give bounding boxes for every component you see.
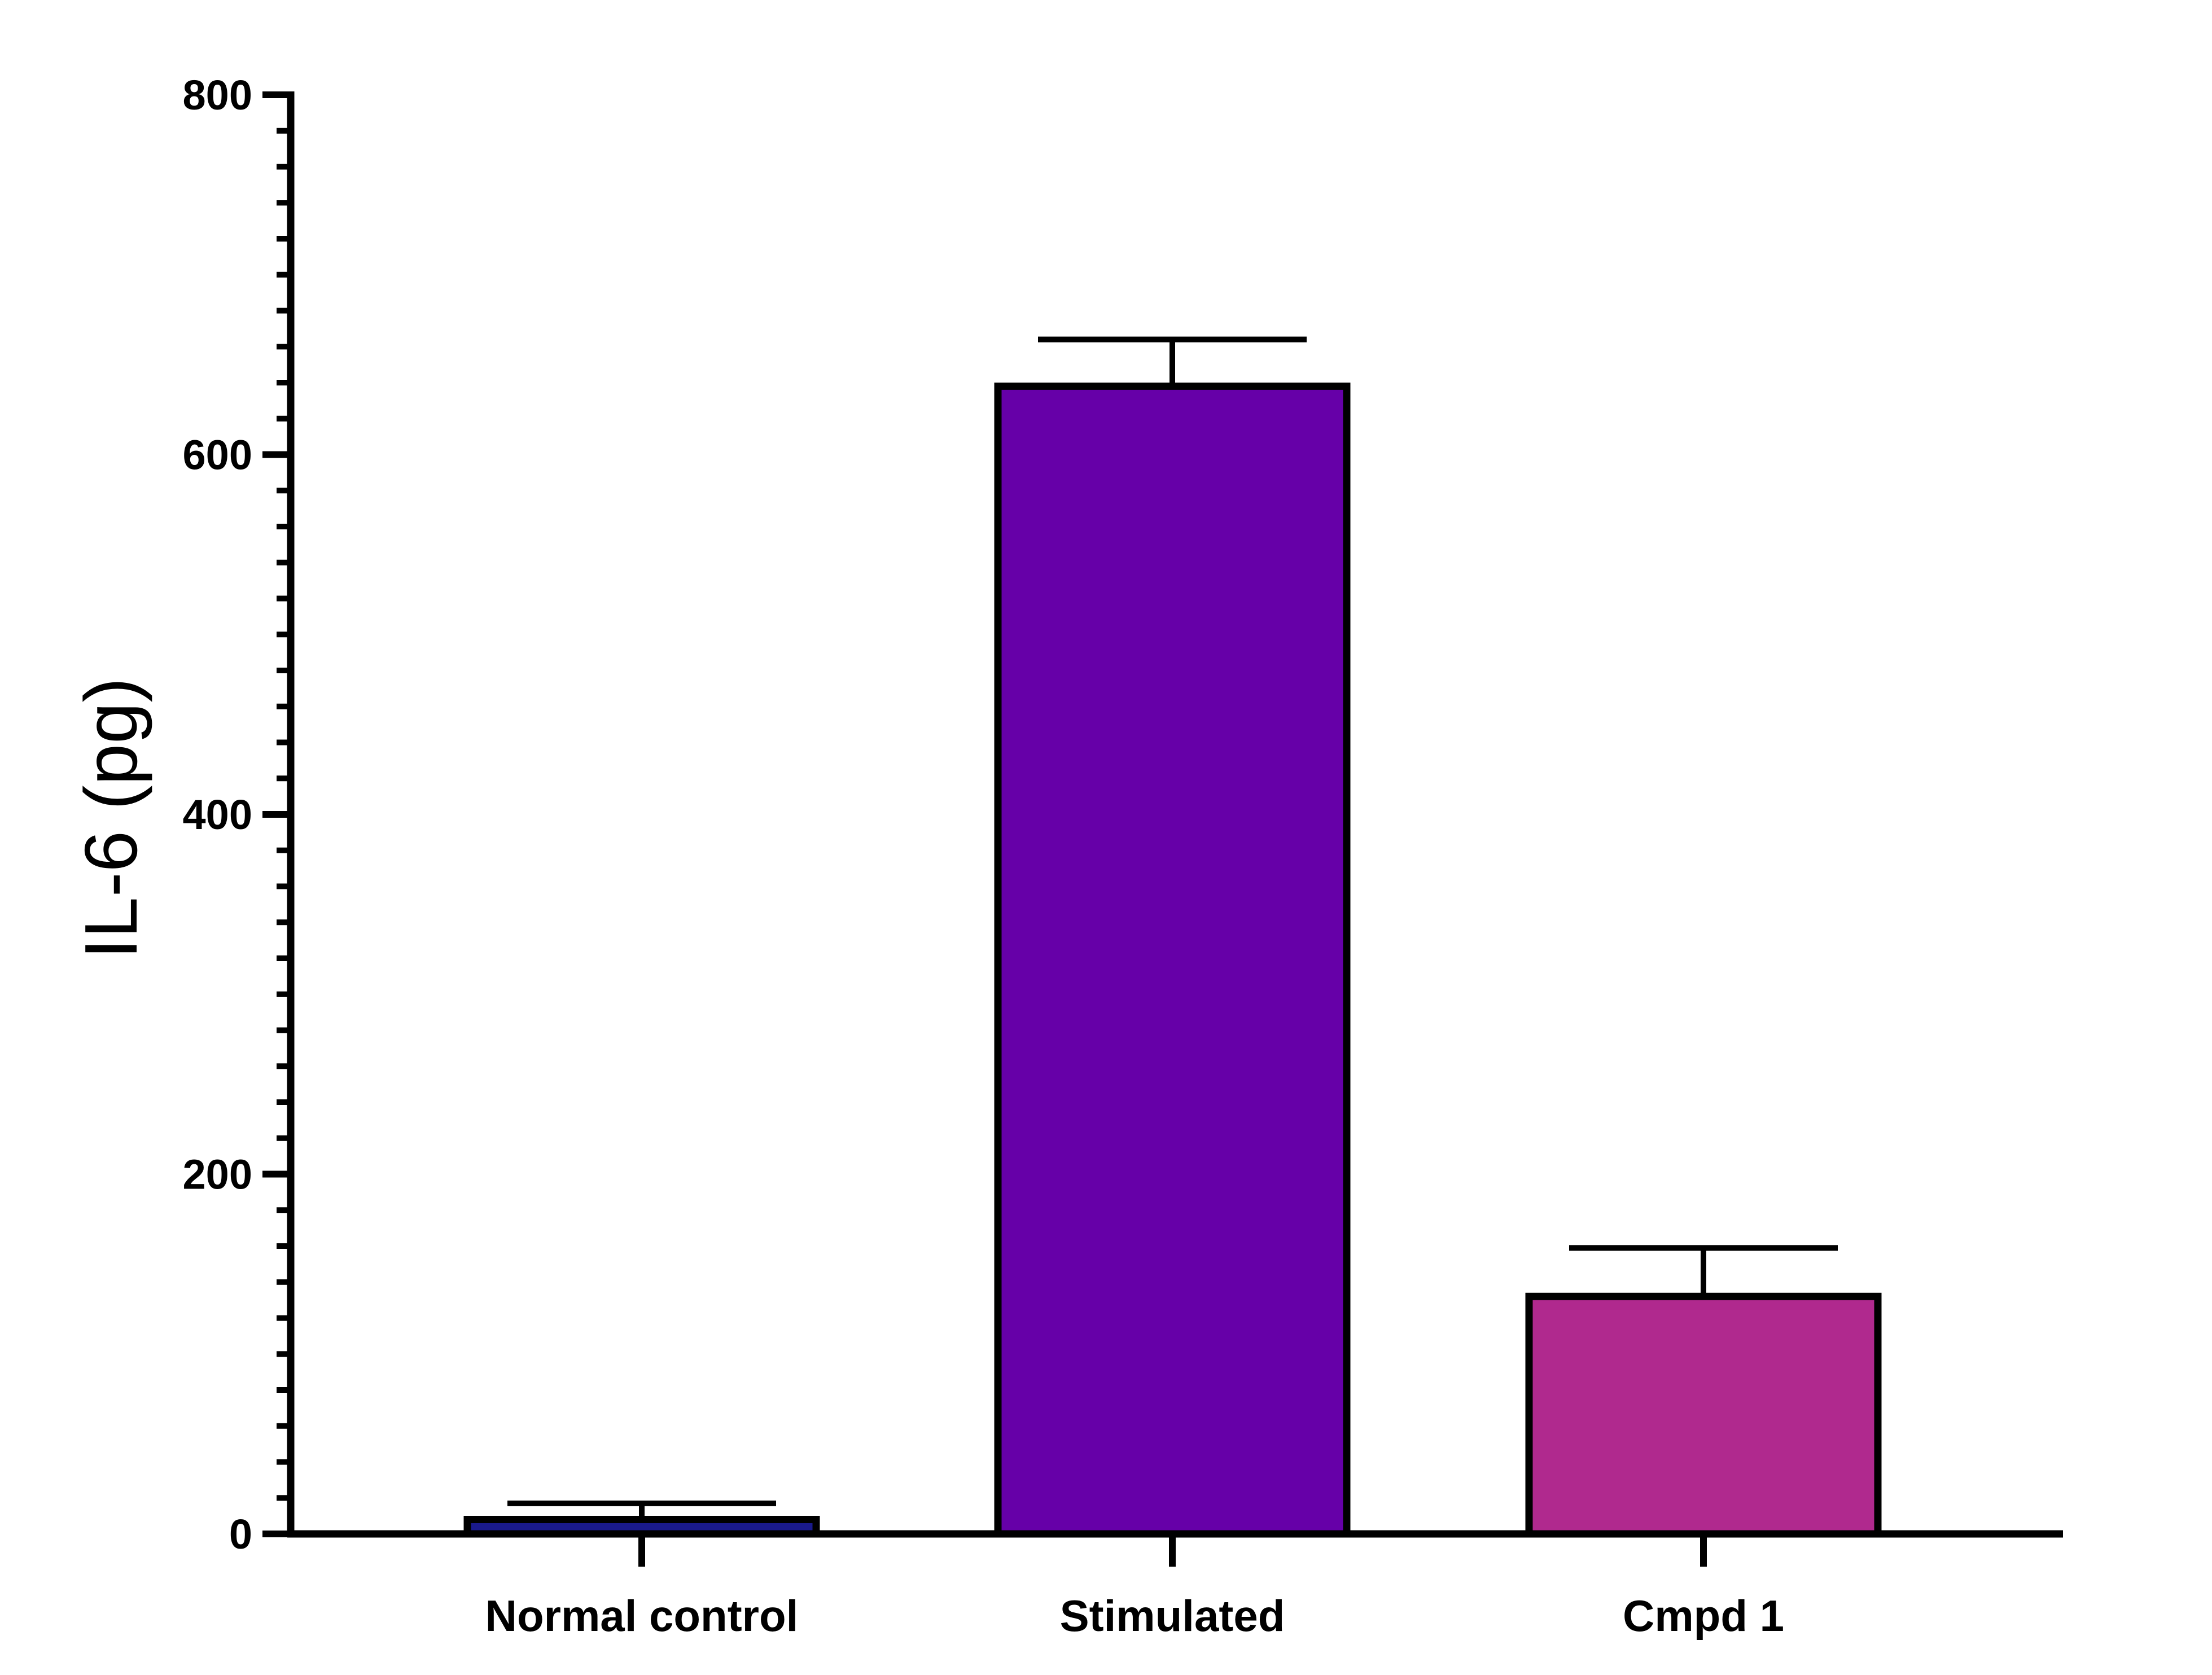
y-tick-label: 200 (183, 1151, 252, 1198)
x-axis-ticks (638, 1534, 1707, 1567)
error-bars (507, 336, 1838, 1520)
y-tick-label: 400 (183, 791, 252, 838)
x-category-label: Stimulated (1060, 1591, 1285, 1641)
y-axis-major-ticks (262, 91, 291, 1537)
y-tick-label: 800 (183, 72, 252, 119)
x-category-label: Normal control (485, 1591, 799, 1641)
x-category-label: Cmpd 1 (1623, 1591, 1784, 1641)
y-tick-label: 600 (183, 432, 252, 479)
y-axis-tick-labels: 0 200 400 600 800 (183, 72, 252, 1558)
bar (994, 382, 1351, 1538)
bars (463, 382, 1882, 1538)
y-axis-title: IL-6 (pg) (69, 678, 152, 959)
bar (1525, 1292, 1882, 1538)
y-tick-label: 0 (229, 1511, 252, 1558)
x-axis-category-labels: Normal control Stimulated Cmpd 1 (485, 1591, 1784, 1641)
